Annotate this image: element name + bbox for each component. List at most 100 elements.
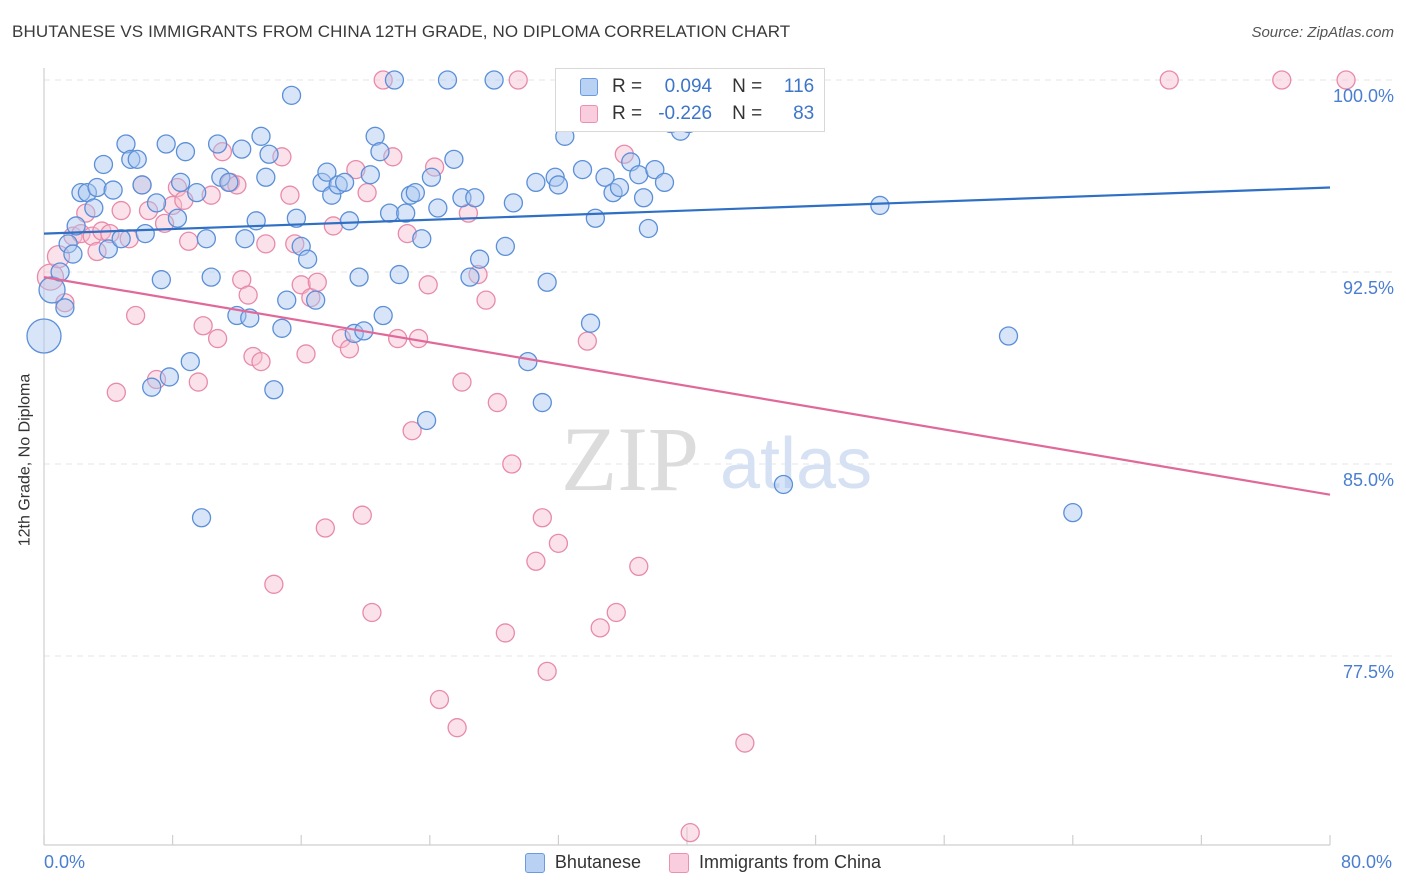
data-point [362,602,382,623]
data-point [548,533,569,554]
data-point [50,262,70,282]
data-point [357,182,377,203]
data-point [532,392,552,413]
data-point [264,380,284,400]
data-point [251,351,271,372]
correlation-legend: R = 0.094 N = 116 R = -0.226 N = 83 [555,68,825,132]
data-point [346,159,366,180]
data-point [452,372,472,392]
data-point [193,316,213,336]
data-point [87,241,107,262]
legend-n-value: 83 [793,103,815,124]
legend-n-label: N = [732,76,763,97]
data-point [487,392,507,413]
trend-lines [43,186,1331,496]
data-point [370,142,390,162]
data-point [156,134,176,154]
data-point [116,134,136,154]
data-point [238,285,258,305]
data-point [502,454,522,474]
axes [43,68,1331,846]
data-point [251,126,271,146]
data-point [460,267,480,287]
data-point [384,70,405,90]
data-point [402,421,422,441]
data-point [580,313,601,333]
legend-swatch-bhutanese [524,852,545,873]
data-point [870,195,890,216]
data-point [352,505,372,525]
data-point [146,193,167,213]
watermark-zip: ZIP [561,408,699,510]
data-point [98,239,118,259]
data-point [603,182,623,203]
data-point [437,70,458,90]
data-point [633,188,654,208]
legend-row-china: R = -0.226 N = 83 [556,101,814,127]
data-point [151,270,171,290]
data-point [1159,70,1179,90]
data-point [397,223,417,244]
data-point [207,328,228,349]
legend-label-china: Immigrants from China [699,852,882,872]
legend-item-china: Immigrants from China [669,852,881,873]
data-point [162,195,183,216]
data-point [138,200,159,221]
data-point [1063,502,1083,523]
data-point [360,165,380,185]
y-tick-label: 100.0% [1333,86,1394,106]
data-point [998,326,1019,346]
data-point [58,234,78,254]
legend-r-value: -0.226 [658,103,713,124]
watermark-atlas: atlas [720,424,872,504]
legend-n-value: 116 [783,76,815,97]
data-point [170,172,191,193]
data-point [773,474,794,495]
data-point [84,198,104,218]
data-point [508,70,528,90]
data-point [680,822,700,843]
data-point [111,229,131,249]
data-point [572,159,593,180]
data-point [100,223,120,244]
legend-item-bhutanese: Bhutanese [524,852,641,873]
data-point [537,272,557,292]
data-point [339,339,360,359]
data-point [103,180,123,200]
data-point [159,367,180,387]
data-point [232,139,252,159]
y-tick-labels: 77.5% 85.0% 92.5% 100.0% [1333,86,1394,682]
data-point [256,167,276,187]
data-point [614,144,634,164]
data-point [297,249,318,269]
data-point [609,177,630,198]
data-point [526,172,546,193]
x-tick-label-max: 80.0% [1340,852,1392,872]
data-point [127,149,147,170]
data-point [317,162,337,182]
data-point [537,661,557,682]
data-point [526,551,546,571]
series-legend: Bhutanese Immigrants from China [0,852,1406,873]
data-point [264,574,284,594]
trend-line-bhutanese [43,186,1331,235]
data-point [187,182,207,203]
data-point [306,290,326,310]
data-point [307,272,327,292]
data-point [421,167,442,187]
y-tick-label: 92.5% [1343,278,1394,298]
data-point [1336,70,1356,90]
data-point [125,305,146,326]
legend-n-label: N = [732,103,763,124]
data-point [87,177,107,198]
data-point [735,733,755,753]
data-point [389,264,409,285]
y-tick-label: 85.0% [1343,470,1394,490]
data-point [66,216,86,236]
data-point [26,318,62,354]
data-point [256,234,276,254]
data-point [188,372,208,392]
data-point [277,290,297,310]
data-point [476,290,496,310]
